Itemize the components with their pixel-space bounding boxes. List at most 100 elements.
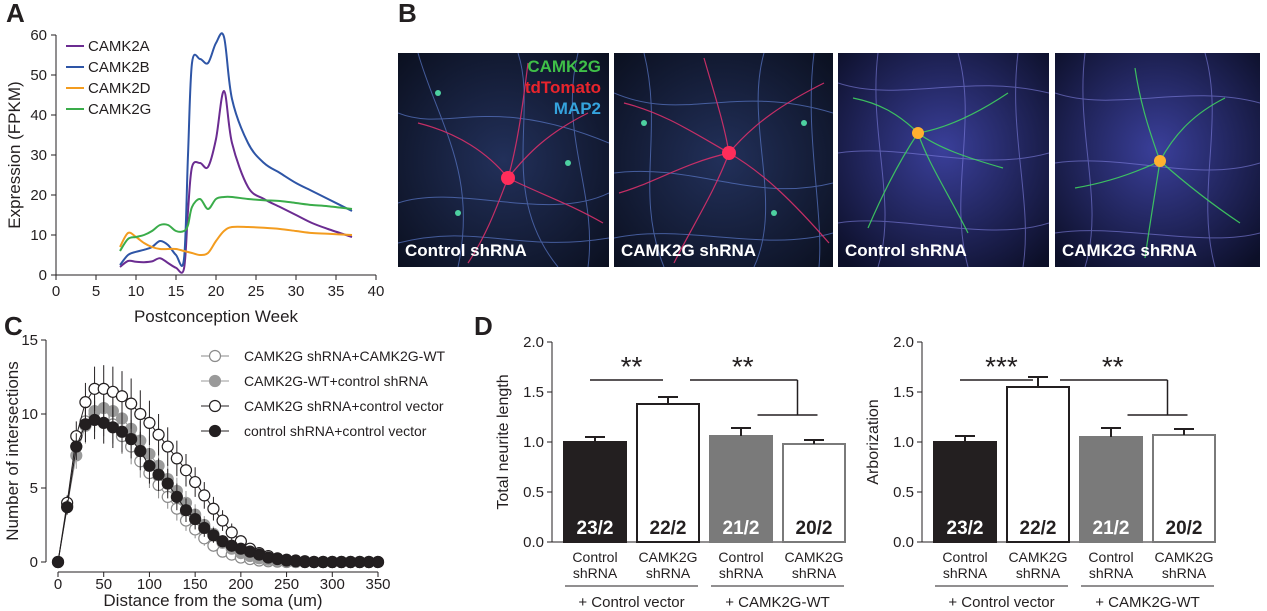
x-tick-label: 100 xyxy=(137,576,162,593)
category-label: Control xyxy=(572,549,617,565)
legend-entry: CAMK2B xyxy=(88,59,150,76)
y-tick-label: 1.5 xyxy=(893,384,914,401)
stain-label-tdtomato: tdTomato xyxy=(524,78,601,97)
legend-swatch-marker xyxy=(208,349,222,363)
data-point xyxy=(125,397,138,410)
x-tick-label: 200 xyxy=(228,576,253,593)
micrograph-camk2g-shrna-1: CAMK2G shRNA xyxy=(614,53,833,267)
y-tick-label: 0.5 xyxy=(523,484,544,501)
microscopy-neuron-green-icon xyxy=(1055,53,1260,267)
data-point xyxy=(152,468,165,481)
y-tick-label: 2.0 xyxy=(893,334,914,351)
microscopy-neuron-red-icon xyxy=(614,53,833,267)
x-tick-label: 5 xyxy=(92,283,100,300)
micrograph-caption: Control shRNA xyxy=(405,241,527,260)
x-axis-label: Postconception Week xyxy=(134,307,299,326)
y-tick-label: 0 xyxy=(39,267,47,284)
series-line-camk2a xyxy=(119,89,353,274)
category-label: CAMK2G xyxy=(1008,549,1067,565)
bar-n-label: 23/2 xyxy=(577,518,614,539)
group-label: + CAMK2G-WT xyxy=(1095,594,1200,611)
y-tick-label: 1.0 xyxy=(893,434,914,451)
category-label: shRNA xyxy=(719,565,764,581)
panel-letter-c: C xyxy=(4,311,23,341)
micrograph-caption: CAMK2G shRNA xyxy=(1062,241,1198,260)
y-tick-label: 50 xyxy=(30,67,47,84)
micrograph-control-shrna-2: Control shRNA xyxy=(838,53,1049,267)
x-tick-label: 50 xyxy=(95,576,112,593)
bar xyxy=(563,441,627,543)
x-tick-label: 20 xyxy=(208,283,225,300)
panel-letter-d: D xyxy=(474,311,493,341)
y-tick-label: 20 xyxy=(30,187,47,204)
data-point xyxy=(79,396,92,409)
x-tick-label: 0 xyxy=(54,576,62,593)
legend-entry: CAMK2G xyxy=(88,101,151,118)
x-tick-label: 250 xyxy=(274,576,299,593)
y-tick-label: 0.0 xyxy=(523,534,544,551)
x-tick-label: 10 xyxy=(128,283,145,300)
data-point xyxy=(51,555,65,569)
x-tick-label: 25 xyxy=(248,283,265,300)
category-label: shRNA xyxy=(943,565,988,581)
microscopy-neuron-green-icon xyxy=(838,53,1049,267)
data-point xyxy=(207,502,220,515)
group-label: + CAMK2G-WT xyxy=(725,594,830,611)
bar-n-label: 22/2 xyxy=(650,518,687,539)
y-tick-label: 0 xyxy=(30,554,38,571)
data-point xyxy=(161,477,174,490)
group-label: + Control vector xyxy=(948,594,1054,611)
data-point xyxy=(125,433,138,446)
category-label: shRNA xyxy=(792,565,837,581)
data-point xyxy=(115,425,129,438)
category-label: shRNA xyxy=(573,565,618,581)
x-tick-label: 0 xyxy=(52,283,60,300)
bar xyxy=(636,403,700,543)
data-point xyxy=(170,490,183,503)
bar-n-label: 21/2 xyxy=(1093,518,1130,539)
y-axis-label: Number of intersections xyxy=(3,361,22,541)
significance-label: ** xyxy=(621,351,643,382)
category-label: Control xyxy=(942,549,987,565)
y-tick-label: 30 xyxy=(30,147,47,164)
data-point xyxy=(179,504,193,517)
data-point xyxy=(152,428,165,441)
x-tick-label: 150 xyxy=(183,576,208,593)
x-axis-label: Distance from the soma (um) xyxy=(103,591,322,610)
significance-label: ** xyxy=(1102,351,1124,382)
data-point xyxy=(61,501,74,514)
data-point xyxy=(161,440,174,453)
data-point xyxy=(189,512,202,526)
data-point xyxy=(70,440,83,453)
y-tick-label: 10 xyxy=(30,227,47,244)
y-axis-label: Expression (FPKM) xyxy=(5,81,24,228)
y-tick-label: 40 xyxy=(30,107,47,124)
category-label: CAMK2G xyxy=(1154,549,1213,565)
legend-entry: CAMK2G shRNA+CAMK2G-WT xyxy=(244,348,446,364)
panel-letter-b: B xyxy=(398,0,417,28)
y-tick-label: 0.0 xyxy=(893,534,914,551)
category-label: CAMK2G xyxy=(638,549,697,565)
category-label: shRNA xyxy=(1016,565,1061,581)
panel-letter-a: A xyxy=(6,0,25,28)
legend-entry: CAMK2A xyxy=(88,38,150,55)
bar xyxy=(1079,436,1143,543)
significance-label: ** xyxy=(732,351,754,382)
data-point xyxy=(371,555,385,569)
bar-n-label: 22/2 xyxy=(1020,518,1057,539)
data-point xyxy=(143,459,156,472)
data-point xyxy=(134,407,147,421)
category-label: CAMK2G xyxy=(784,549,843,565)
stain-label-camk2g: CAMK2G xyxy=(527,57,601,76)
data-point xyxy=(170,452,183,465)
micrograph-control-shrna-1: CAMK2G tdTomato MAP2 Control shRNA xyxy=(398,53,609,267)
x-tick-label: 15 xyxy=(168,283,185,300)
y-tick-label: 1.0 xyxy=(523,434,544,451)
x-tick-label: 300 xyxy=(320,576,345,593)
stain-label-map2: MAP2 xyxy=(553,99,601,118)
y-tick-label: 10 xyxy=(21,406,38,423)
significance-label: *** xyxy=(985,351,1018,382)
bar-n-label: 20/2 xyxy=(1166,518,1203,539)
category-label: shRNA xyxy=(646,565,691,581)
x-tick-label: 350 xyxy=(365,576,390,593)
